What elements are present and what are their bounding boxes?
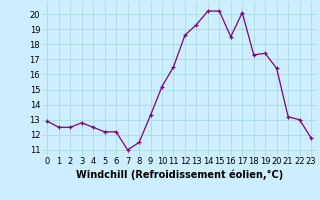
X-axis label: Windchill (Refroidissement éolien,°C): Windchill (Refroidissement éolien,°C) [76,169,283,180]
